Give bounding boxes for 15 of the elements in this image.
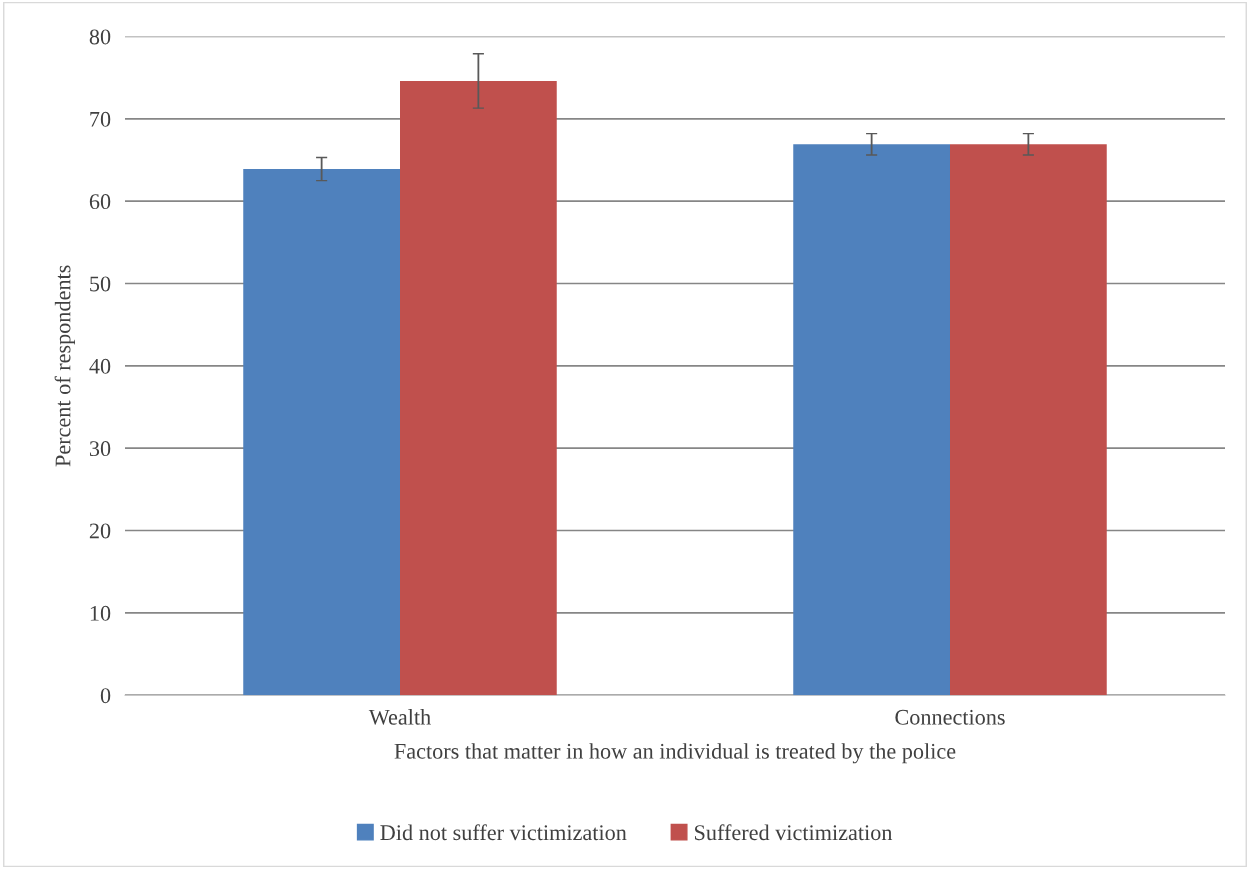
- y-tick-label: 60: [89, 194, 111, 210]
- y-tick-label: 70: [90, 111, 111, 127]
- x-axis-title: Factors that matter in how an individual is treated by the police: [394, 743, 956, 764]
- y-axis-title: Percent of respondents: [54, 265, 75, 467]
- x-tick-label: Wealth: [368, 709, 431, 725]
- y-tick-label: 10: [90, 605, 111, 621]
- y-tick-label: 50: [90, 276, 111, 292]
- y-tick-label: 20: [89, 523, 111, 539]
- legend-label: Suffered victimization: [695, 824, 893, 841]
- legend-label: Did not suffer victimization: [380, 824, 627, 841]
- y-tick-label: 30: [89, 441, 111, 457]
- y-tick-label: 0: [100, 688, 111, 704]
- y-tick-label: 80: [89, 29, 111, 45]
- y-tick-label: 40: [89, 358, 111, 374]
- x-tick-label: Connections: [895, 709, 1005, 725]
